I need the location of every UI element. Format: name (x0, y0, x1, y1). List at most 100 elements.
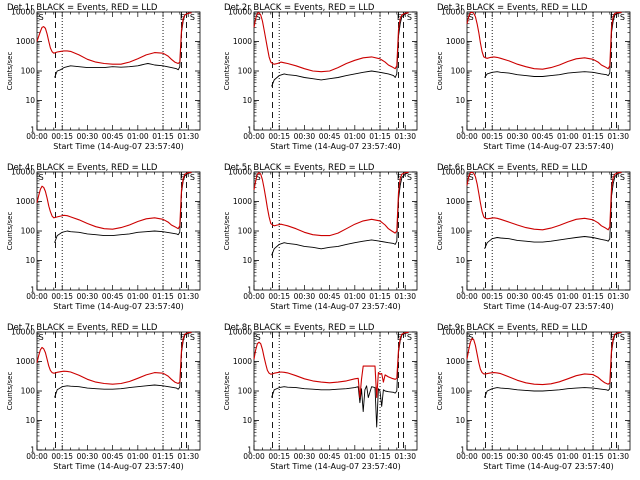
event-marker-s: S (620, 333, 625, 342)
x-tick-label: 00:15 (268, 132, 290, 141)
y-tick-label: 100 (238, 67, 253, 76)
chart-title: Det 5r BLACK = Events, RED = LLD (224, 163, 375, 173)
x-tick-label: 00:45 (102, 292, 124, 301)
series-line-lld (466, 171, 622, 231)
event-marker-e: E (180, 173, 185, 182)
series-line-lld (466, 11, 622, 70)
chart-panel-6: Det 6r BLACK = Events, RED = LLD 1 10 100 10… (436, 163, 631, 311)
y-tick-label: 1 (460, 126, 465, 135)
x-tick-label: 00:30 (507, 132, 529, 141)
event-marker-s: S (256, 13, 261, 22)
y-tick-label: 100 (21, 387, 36, 396)
event-marker-s: S (469, 173, 474, 182)
plot-frame (466, 171, 631, 291)
event-marker-s: S (407, 333, 412, 342)
chart-title: Det 8r BLACK = Events, RED = LLD (224, 323, 375, 333)
y-tick-label: 10 (455, 256, 465, 265)
event-marker-s: S (469, 13, 474, 22)
series-line-lld (466, 331, 622, 386)
x-tick-label: 01:00 (344, 452, 366, 461)
y-tick-label: 10000 (11, 8, 35, 17)
x-tick-label: 00:30 (77, 132, 99, 141)
event-marker-e: E (610, 13, 615, 22)
x-axis-label: Start Time (14-Aug-07 23:57:40) (483, 142, 614, 151)
series-line-events (271, 172, 409, 256)
x-tick-label: 00:15 (268, 292, 290, 301)
y-tick-label: 1000 (446, 357, 465, 366)
y-axis-label: Counts/sec (6, 212, 14, 251)
x-tick-label: 01:00 (344, 132, 366, 141)
y-tick-label: 10 (242, 416, 252, 425)
x-tick-label: 00:00 (243, 292, 265, 301)
x-tick-label: 01:15 (369, 452, 391, 461)
x-tick-label: 01:15 (582, 132, 604, 141)
y-tick-label: 10000 (11, 168, 35, 177)
chart-title: Det 7r BLACK = Events, RED = LLD (7, 323, 158, 333)
event-marker-e: E (397, 333, 402, 342)
event-marker-s: S (190, 173, 195, 182)
series-line-events (54, 12, 192, 78)
x-tick-label: 00:00 (456, 132, 478, 141)
event-marker-e: E (397, 13, 402, 22)
event-marker-s: S (256, 173, 261, 182)
y-tick-label: 1000 (446, 37, 465, 46)
y-axis-label: Counts/sec (223, 372, 231, 411)
plot-frame (466, 11, 631, 131)
chart-panel-4: Det 4r BLACK = Events, RED = LLD 1 10 100 10… (6, 163, 201, 311)
x-axis-label: Start Time (14-Aug-07 23:57:40) (483, 302, 614, 311)
chart-title: Det 4r BLACK = Events, RED = LLD (7, 163, 158, 173)
y-tick-label: 1 (247, 286, 252, 295)
chart-panel-1: Det 1r BLACK = Events, RED = LLD 1 10 100 10… (6, 3, 201, 151)
x-tick-label: 01:15 (582, 452, 604, 461)
y-tick-label: 1 (30, 286, 35, 295)
y-tick-label: 1000 (233, 197, 252, 206)
y-axis-label: Counts/sec (6, 52, 14, 91)
y-tick-label: 100 (238, 227, 253, 236)
chart-panel-8: Det 8r BLACK = Events, RED = LLD 1 10 100 10… (223, 323, 418, 471)
x-tick-label: 00:00 (26, 292, 48, 301)
x-tick-label: 01:00 (557, 132, 579, 141)
x-axis-label: Start Time (14-Aug-07 23:57:40) (270, 142, 401, 151)
y-tick-label: 10000 (228, 328, 252, 337)
event-marker-s: S (190, 333, 195, 342)
y-tick-label: 100 (21, 227, 36, 236)
chart-panel-9: Det 9r BLACK = Events, RED = LLD 1 10 100 10… (436, 323, 631, 471)
y-tick-label: 10 (455, 96, 465, 105)
event-marker-e: E (610, 333, 615, 342)
x-axis-label: Start Time (14-Aug-07 23:57:40) (53, 462, 184, 471)
x-tick-label: 00:45 (102, 132, 124, 141)
x-tick-label: 00:45 (532, 452, 554, 461)
y-tick-label: 100 (451, 227, 466, 236)
plot-frame (36, 331, 201, 451)
y-tick-label: 1000 (233, 357, 252, 366)
plot-frame (36, 171, 201, 291)
chart-title: Det 9r BLACK = Events, RED = LLD (437, 323, 588, 333)
series-line-events (54, 172, 192, 243)
y-tick-label: 1 (247, 446, 252, 455)
y-tick-label: 1 (460, 286, 465, 295)
y-axis-label: Counts/sec (436, 372, 444, 411)
y-axis-label: Counts/sec (436, 52, 444, 91)
y-tick-label: 10000 (228, 168, 252, 177)
y-tick-label: 1000 (233, 37, 252, 46)
series-line-events (271, 332, 409, 428)
x-tick-label: 01:30 (177, 292, 199, 301)
x-tick-label: 01:30 (177, 132, 199, 141)
y-axis-label: Counts/sec (6, 372, 14, 411)
x-tick-label: 01:00 (127, 132, 149, 141)
y-tick-label: 1000 (16, 37, 35, 46)
event-marker-e: E (397, 173, 402, 182)
x-tick-label: 00:15 (268, 452, 290, 461)
x-tick-label: 01:30 (394, 452, 416, 461)
x-tick-label: 00:15 (51, 132, 73, 141)
chart-title: Det 1r BLACK = Events, RED = LLD (7, 3, 158, 13)
x-tick-label: 00:30 (294, 452, 316, 461)
x-tick-label: 01:15 (582, 292, 604, 301)
y-tick-label: 10000 (441, 8, 465, 17)
x-tick-label: 00:30 (77, 292, 99, 301)
x-tick-label: 01:00 (127, 292, 149, 301)
chart-panel-5: Det 5r BLACK = Events, RED = LLD 1 10 100 10… (223, 163, 418, 311)
event-marker-e: E (180, 13, 185, 22)
y-tick-label: 1 (247, 126, 252, 135)
x-tick-label: 00:30 (507, 292, 529, 301)
